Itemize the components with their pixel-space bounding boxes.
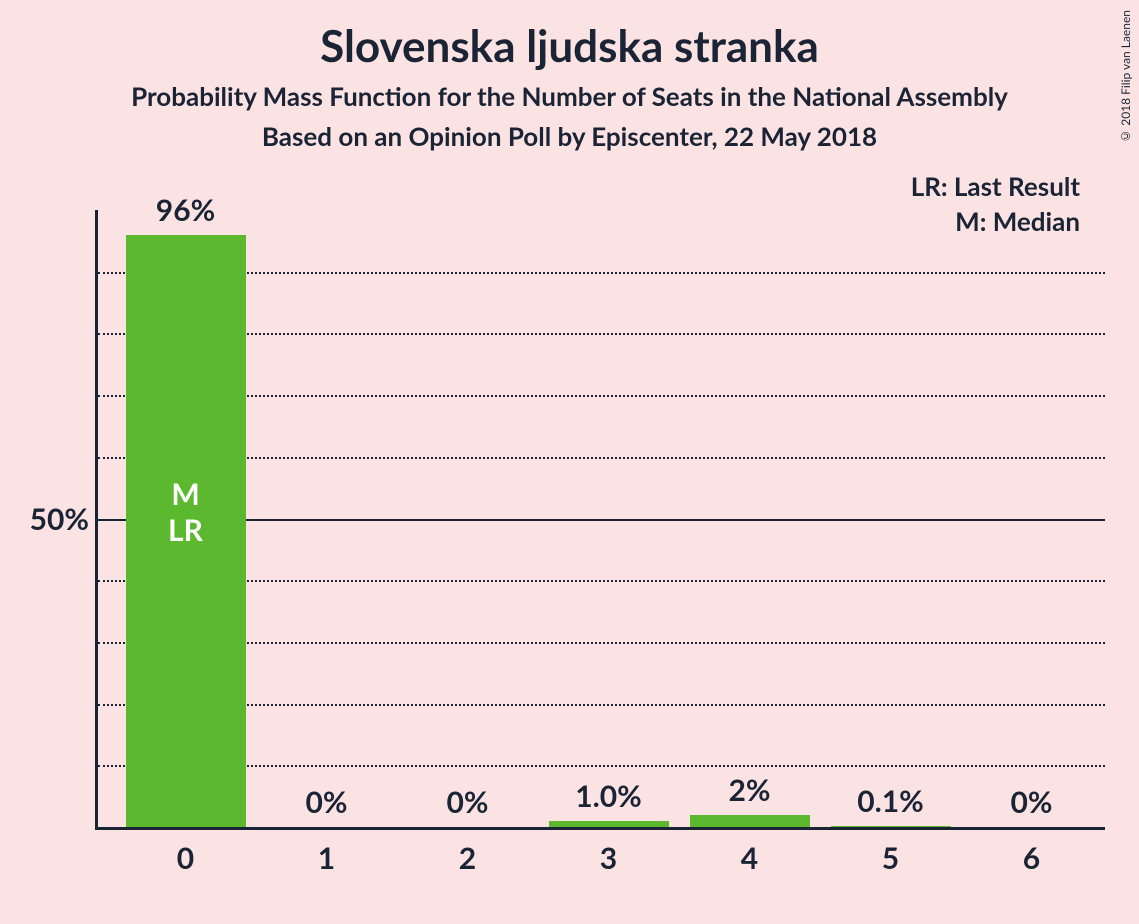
bar-value-label: 0%: [306, 784, 348, 820]
gridline: [98, 272, 1105, 274]
bar-value-label: 0%: [1011, 784, 1053, 820]
x-axis-tick-label: 3: [600, 840, 617, 876]
chart-subtitle-2: Based on an Opinion Poll by Episcenter, …: [0, 120, 1139, 152]
chart-plot-area: LR: Last Result M: Median MLR 0123456 96…: [95, 210, 1105, 830]
bar: [690, 815, 810, 827]
chart-subtitle-1: Probability Mass Function for the Number…: [0, 80, 1139, 112]
x-axis-tick-label: 1: [318, 840, 335, 876]
bar-value-label: 1.0%: [575, 778, 642, 814]
x-axis-tick-label: 0: [177, 840, 194, 876]
gridline: [98, 765, 1105, 767]
bar-value-label: 0%: [447, 784, 489, 820]
legend-m: M: Median: [955, 205, 1080, 237]
bar-value-label: 2%: [729, 772, 771, 808]
gridline: [98, 642, 1105, 644]
x-axis-line: [95, 827, 1105, 830]
gridline: [98, 580, 1105, 582]
bar: [549, 821, 669, 827]
gridline: [98, 395, 1105, 397]
legend-lr: LR: Last Result: [911, 170, 1080, 202]
bar-value-label: 0.1%: [857, 783, 924, 819]
gridline: [98, 704, 1105, 706]
bar: [831, 826, 951, 827]
median-label: M: [126, 476, 246, 512]
gridline: [98, 457, 1105, 459]
x-axis-tick-label: 5: [882, 840, 899, 876]
bar-value-label: 96%: [156, 192, 215, 228]
x-axis-tick-label: 6: [1023, 840, 1040, 876]
gridline: [98, 519, 1105, 521]
y-axis-line: [95, 210, 98, 830]
x-axis-tick-label: 2: [459, 840, 476, 876]
y-axis-tick-label: 50%: [30, 501, 89, 537]
x-axis-tick-label: 4: [741, 840, 758, 876]
bar: MLR: [126, 235, 246, 827]
last-result-label: LR: [126, 512, 246, 548]
chart-title: Slovenska ljudska stranka: [0, 20, 1139, 72]
gridline: [98, 333, 1105, 335]
bar-median-marker: MLR: [126, 476, 246, 548]
copyright-text: © 2018 Filip van Laenen: [1118, 10, 1133, 144]
